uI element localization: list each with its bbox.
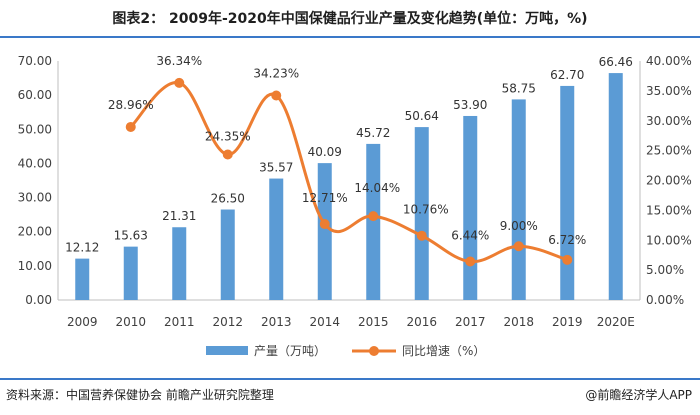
growth-value-label: 14.04% [354,181,400,195]
x-tick-label: 2017 [455,315,486,329]
y-left-tick-label: 10.00 [18,259,52,273]
y-left-tick-label: 20.00 [18,225,52,239]
title-divider [0,36,700,38]
growth-value-label: 28.96% [108,98,154,112]
bar [414,127,429,300]
growth-point [562,254,573,265]
bar [560,85,575,300]
growth-line [129,81,568,264]
bar [172,227,187,300]
x-tick-label: 2009 [67,315,98,329]
y-right-tick-label: 20.00% [646,174,692,188]
bar-value-label: 21.31 [162,209,196,223]
growth-point [319,219,330,230]
growth-point [416,230,427,241]
footer-divider [0,378,700,380]
x-tick-label: 2014 [309,315,340,329]
y-left-tick-label: 40.00 [18,156,52,170]
brand-credit: @前瞻经济学人APP [585,388,692,402]
bar [75,258,90,300]
y-right-tick-label: 35.00% [646,84,692,98]
bar-value-label: 62.70 [550,68,584,82]
bar-value-label: 45.72 [356,126,390,140]
growth-value-label: 36.34% [156,54,202,68]
growth-value-label: 10.76% [403,203,449,217]
growth-point [465,256,476,267]
y-right-tick-label: 10.00% [646,233,692,247]
y-right-tick-label: 40.00% [646,54,692,68]
bar-value-label: 40.09 [308,145,342,159]
bar-value-label: 58.75 [502,81,536,95]
x-tick-label: 2013 [261,315,292,329]
y-right-tick-label: 30.00% [646,114,692,128]
bar-value-label: 50.64 [405,109,439,123]
bar-value-label: 35.57 [259,161,293,175]
legend-label-bar: 产量（万吨） [254,344,326,358]
growth-value-label: 6.44% [451,229,489,243]
y-left-tick-label: 50.00 [18,122,52,136]
y-left-tick-label: 30.00 [18,191,52,205]
growth-point [125,121,136,132]
line-group [125,77,573,267]
bar-value-label: 26.50 [211,192,245,206]
bar-value-label: 12.12 [65,241,99,255]
bar-value-label: 66.46 [599,55,633,69]
data-labels-group: 12.12 15.63 21.31 26.50 35.57 40.09 45.72 50.64… [65,54,633,255]
x-tick-label: 2020E [597,315,635,329]
growth-value-label: 34.23% [253,66,299,80]
x-tick-label: 2016 [406,315,437,329]
x-tick-label: 2019 [552,315,583,329]
source-note: 资料来源：中国营养保健协会 前瞻产业研究院整理 [6,388,274,402]
bar [463,115,478,300]
x-tick-label: 2018 [503,315,534,329]
legend-swatch-bar [206,346,248,355]
bar [366,143,381,300]
growth-value-label: 12.71% [302,191,348,205]
x-tick-label: 2010 [115,315,146,329]
bar [123,246,138,300]
bar [608,73,623,300]
x-tick-label: 2012 [212,315,243,329]
bar-value-label: 53.90 [453,98,487,112]
growth-point [271,90,282,101]
y-left-tick-label: 0.00 [25,293,52,307]
y-left-tick-label: 60.00 [18,88,52,102]
bar [269,178,284,300]
growth-point [513,241,524,252]
chart-plot: 0.00 10.00 20.00 30.00 40.00 50.00 60.00 70.00 0… [18,54,692,358]
y-left-tick-label: 70.00 [18,54,52,68]
bar [317,163,332,300]
growth-point [368,211,379,222]
x-tick-label: 2015 [358,315,389,329]
y-right-tick-label: 5.00% [646,263,684,277]
growth-value-label: 6.72% [548,233,586,247]
x-tick-label: 2011 [164,315,195,329]
growth-value-label: 24.35% [205,130,251,144]
growth-point [174,77,185,88]
bars-group [75,73,623,301]
growth-value-label: 9.00% [500,219,538,233]
bar-value-label: 15.63 [114,229,148,243]
y-right-tick-label: 25.00% [646,144,692,158]
bar [220,209,235,300]
y-right-tick-label: 15.00% [646,203,692,217]
growth-point [222,149,233,160]
bar [511,99,526,301]
chart-title: 图表2： 2009年-2020年中国保健品行业产量及变化趋势(单位：万吨，%) [112,11,588,27]
legend-label-line: 同比增速（%） [402,344,485,358]
legend-swatch-point [369,346,379,356]
legend: 产量（万吨） 同比增速（%） [206,344,485,358]
y-right-tick-label: 0.00% [646,293,684,307]
axes-group: 0.00 10.00 20.00 30.00 40.00 50.00 60.00 70.00 0… [18,54,692,329]
